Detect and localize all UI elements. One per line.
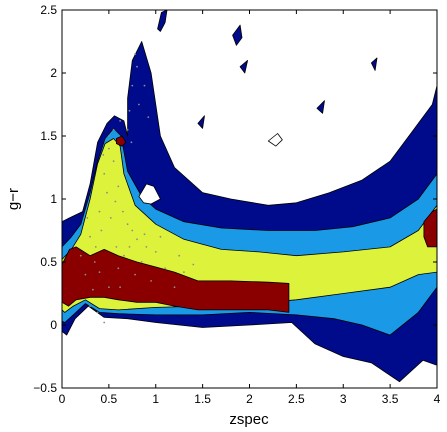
- x-tick-label-4: 1.5: [194, 392, 211, 406]
- scatter-point-27: [140, 261, 143, 263]
- scatter-point-25: [100, 229, 103, 232]
- scatter-point-57: [192, 263, 195, 266]
- scatter-point-6: [112, 160, 115, 163]
- scatter-point-31: [96, 311, 99, 314]
- scatter-point-53: [128, 246, 131, 248]
- scatter-point-20: [131, 84, 134, 87]
- x-tick-label-1: 0: [59, 392, 66, 406]
- scatter-point-49: [119, 120, 121, 122]
- x-tick-label-6: 2.5: [288, 392, 305, 406]
- scatter-point-12: [145, 246, 148, 248]
- scatter-point-30: [92, 288, 94, 291]
- scatter-point-45: [89, 235, 91, 238]
- contour-island-3: [239, 60, 249, 74]
- contour-island-2: [232, 24, 243, 46]
- scatter-point-29: [183, 271, 185, 273]
- x-tick-label-3: 1: [152, 392, 159, 406]
- scatter-point-16: [108, 286, 110, 289]
- scatter-point-9: [126, 223, 129, 226]
- scatter-point-26: [115, 246, 118, 248]
- x-tick-label-8: 3.5: [382, 392, 399, 406]
- scatter-point-44: [147, 116, 150, 118]
- scatter-point-54: [143, 233, 146, 236]
- scatter-point-52: [123, 254, 125, 257]
- scatter-point-1: [89, 305, 91, 307]
- y-tick-label-7: 2.5: [40, 3, 57, 17]
- scatter-point-14: [79, 254, 82, 257]
- scatter-point-5: [108, 147, 110, 150]
- scatter-points: [79, 53, 195, 324]
- scatter-point-51: [94, 246, 97, 248]
- scatter-point-32: [103, 321, 106, 324]
- scatter-point-47: [102, 154, 105, 156]
- scatter-point-42: [134, 53, 137, 55]
- y-tick-label-1: −0.5: [33, 381, 57, 395]
- contour-hole-1: [138, 183, 161, 205]
- y-tick-label-4: 1: [50, 192, 57, 206]
- y-axis-ticks: −0.5 0 0.5 1 1.5 2 2.5: [33, 3, 437, 395]
- scatter-point-36: [173, 286, 176, 289]
- scatter-point-17: [117, 267, 120, 270]
- contour-hole-2: [267, 133, 283, 147]
- scatter-point-7: [117, 185, 120, 188]
- x-tick-label-2: 0.5: [101, 392, 118, 406]
- contour-level-6: [423, 208, 437, 248]
- scatter-point-39: [124, 172, 127, 175]
- scatter-point-33: [119, 286, 121, 289]
- scatter-point-24: [106, 191, 108, 194]
- scatter-point-37: [109, 217, 112, 219]
- scatter-point-38: [114, 200, 117, 203]
- contour-island-6: [370, 57, 378, 71]
- x-axis-label: zspec: [229, 411, 269, 428]
- scatter-point-3: [98, 210, 101, 213]
- x-tick-label-9: 4: [434, 392, 441, 406]
- scatter-point-40: [130, 141, 133, 144]
- y-tick-label-2: 0: [50, 318, 57, 332]
- scatter-point-13: [154, 251, 157, 253]
- y-tick-label-6: 2: [50, 66, 57, 80]
- scatter-point-23: [112, 128, 115, 131]
- scatter-point-8: [122, 210, 124, 213]
- scatter-point-11: [136, 238, 138, 241]
- contour-island-1: [157, 10, 168, 32]
- scatter-point-21: [136, 65, 138, 68]
- scatter-point-48: [108, 135, 110, 137]
- x-axis-ticks: 0 0.5 1 1.5 2 2.5 3 3.5 4: [59, 10, 441, 406]
- scatter-point-10: [131, 229, 134, 232]
- scatter-point-43: [143, 84, 146, 87]
- scatter-point-46: [86, 217, 89, 219]
- scatter-point-19: [128, 109, 131, 112]
- scatter-point-50: [98, 271, 101, 273]
- y-axis-label: g−r: [5, 188, 22, 210]
- contour-levels: [62, 10, 437, 383]
- scatter-point-55: [159, 235, 162, 238]
- scatter-point-56: [178, 254, 181, 257]
- scatter-point-28: [164, 267, 167, 270]
- y-tick-label-3: 0.5: [40, 255, 57, 269]
- scatter-point-22: [122, 154, 124, 156]
- contour-island-4: [197, 115, 205, 129]
- scatter-point-35: [150, 280, 153, 282]
- x-tick-label-7: 3: [340, 392, 347, 406]
- contour-island-5: [316, 100, 325, 114]
- contour-level-5: [116, 135, 127, 147]
- x-tick-label-5: 2: [246, 392, 253, 406]
- scatter-point-2: [93, 261, 96, 263]
- scatter-point-18: [126, 128, 129, 131]
- scatter-point-4: [103, 172, 106, 175]
- scatter-point-34: [134, 273, 137, 276]
- y-tick-label-5: 1.5: [40, 129, 57, 143]
- scatter-point-15: [84, 273, 87, 276]
- contour-level-4: [62, 246, 290, 313]
- scatter-point-41: [138, 103, 140, 106]
